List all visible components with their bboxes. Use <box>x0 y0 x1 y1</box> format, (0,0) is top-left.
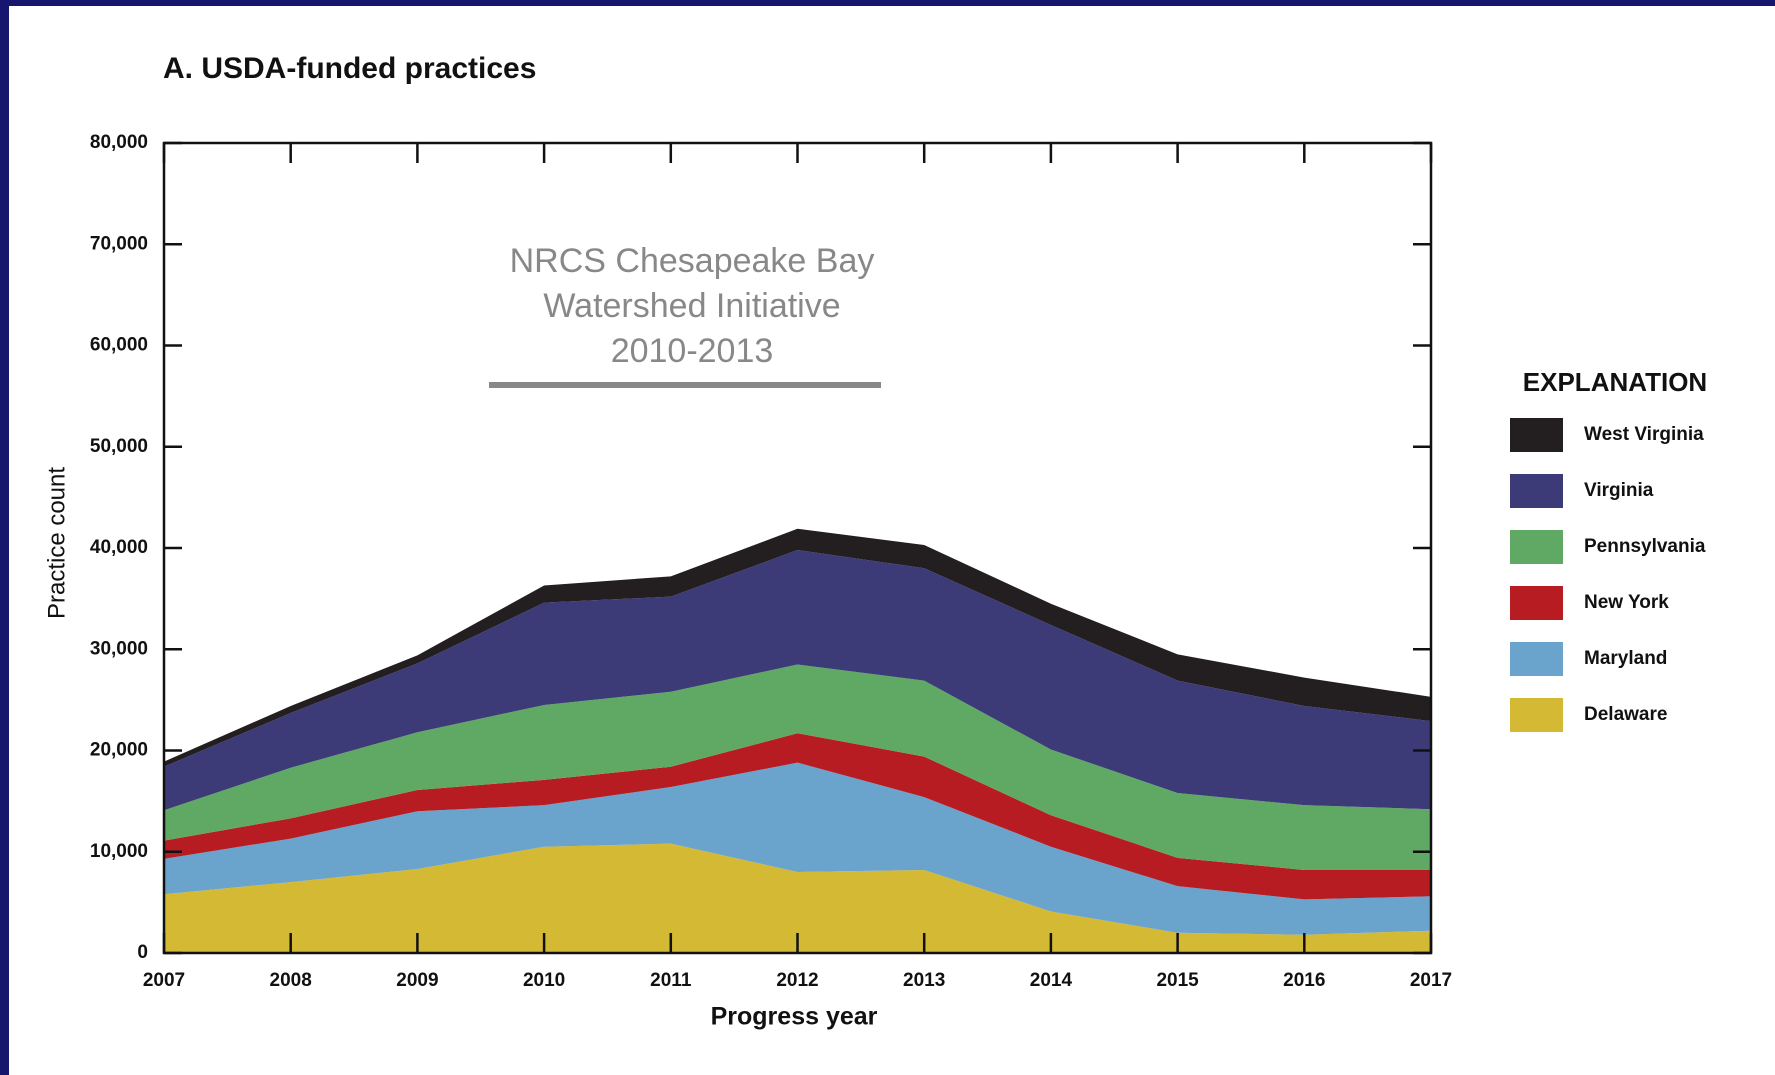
legend-swatch <box>1510 530 1563 564</box>
x-tick-label: 2015 <box>1156 970 1199 991</box>
chart-title: A. USDA-funded practices <box>163 52 536 85</box>
y-tick-label: 20,000 <box>90 740 148 761</box>
legend-swatch <box>1510 418 1563 452</box>
y-tick-label: 70,000 <box>90 233 148 254</box>
x-tick-label: 2013 <box>903 970 945 991</box>
area <box>164 550 1431 811</box>
area <box>164 843 1431 953</box>
y-tick-label: 10,000 <box>90 841 148 862</box>
x-tick-label: 2007 <box>143 970 185 991</box>
legend-label: Virginia <box>1584 480 1654 501</box>
x-tick-label: 2011 <box>650 970 692 991</box>
annotation: NRCS Chesapeake Bay <box>510 242 875 280</box>
x-tick-label: 2010 <box>523 970 565 991</box>
annotation: Watershed Initiative <box>543 287 840 325</box>
legend-swatch <box>1510 698 1563 732</box>
legend-label: West Virginia <box>1584 424 1704 445</box>
y-tick-label: 30,000 <box>90 638 148 659</box>
annotation: 2010-2013 <box>611 332 774 370</box>
x-tick-label: 2016 <box>1283 970 1325 991</box>
legend-label: New York <box>1584 592 1669 613</box>
area <box>164 733 1431 900</box>
y-tick-label: 0 <box>137 942 148 963</box>
y-axis-label: Practice count <box>43 467 70 619</box>
area <box>164 762 1431 935</box>
legend-label: Pennsylvania <box>1584 536 1706 557</box>
area <box>164 664 1431 870</box>
legend-label: Delaware <box>1584 704 1667 725</box>
y-tick-label: 60,000 <box>90 335 148 356</box>
legend-title: EXPLANATION <box>1523 367 1707 397</box>
x-tick-label: 2017 <box>1410 970 1452 991</box>
x-tick-label: 2014 <box>1030 970 1073 991</box>
x-tick-label: 2008 <box>270 970 312 991</box>
y-tick-label: 40,000 <box>90 537 148 558</box>
x-axis-label: Progress year <box>711 1003 878 1031</box>
legend-label: Maryland <box>1584 648 1667 669</box>
legend-swatch <box>1510 642 1563 676</box>
y-tick-label: 50,000 <box>90 436 148 457</box>
x-tick-label: 2009 <box>396 970 438 991</box>
x-tick-label: 2012 <box>776 970 818 991</box>
y-tick-label: 80,000 <box>90 132 148 153</box>
legend-swatch <box>1510 474 1563 508</box>
legend-swatch <box>1510 586 1563 620</box>
